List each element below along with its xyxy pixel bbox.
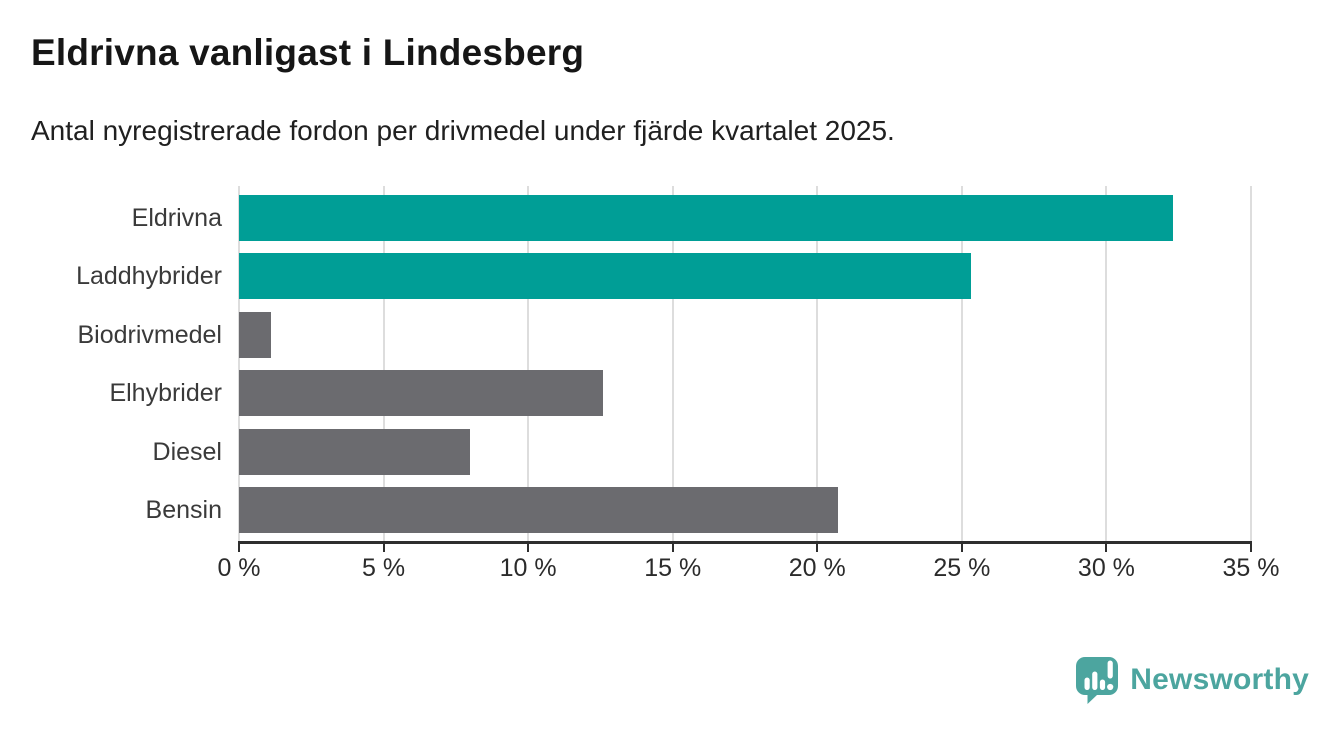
gridline	[816, 186, 819, 541]
category-label-elhybrider: Elhybrider	[109, 379, 222, 408]
newsworthy-wordmark: Newsworthy	[1130, 663, 1309, 696]
gridline	[527, 186, 530, 541]
x-axis-tick-label: 20 %	[788, 554, 846, 582]
x-axis-tick-mark	[1105, 543, 1108, 552]
x-axis-tick-label: 5 %	[362, 554, 406, 582]
category-label-biodrivmedel: Biodrivmedel	[77, 320, 222, 349]
chart-title: Eldrivna vanligast i Lindesberg	[31, 32, 585, 73]
plot-area	[238, 186, 1252, 541]
chart-subtitle: Antal nyregistrerade fordon per drivmede…	[31, 115, 895, 146]
bar-elhybrider	[239, 370, 604, 417]
x-axis-tick-label: 35 %	[1222, 554, 1280, 582]
gridline	[1105, 186, 1108, 541]
x-axis-tick-mark	[960, 543, 963, 552]
category-label-eldrivna: Eldrivna	[131, 204, 222, 232]
x-axis-line	[238, 541, 1252, 544]
bar-laddhybrider	[239, 253, 971, 300]
gridline	[238, 186, 240, 541]
gridline	[1250, 186, 1252, 541]
x-axis-tick-label: 25 %	[933, 554, 991, 582]
bar-eldrivna	[239, 195, 1173, 241]
bar-bensin	[239, 487, 838, 533]
x-axis-tick-label: 10 %	[499, 554, 557, 582]
x-axis-tick-mark	[382, 543, 385, 552]
x-axis-tick-label: 15 %	[644, 554, 702, 582]
category-label-diesel: Diesel	[152, 437, 222, 466]
x-axis-tick-label: 0 %	[217, 554, 261, 582]
y-axis-category-labels: Eldrivna Laddhybrider Biodrivmedel Elhybrid…	[0, 186, 222, 541]
x-axis-tick-mark	[238, 543, 240, 552]
x-axis-tick-mark	[671, 543, 674, 552]
newsworthy-logo[interactable]: Newsworthy	[1075, 656, 1309, 704]
gridline	[960, 186, 963, 541]
x-axis-tick-mark	[816, 543, 819, 552]
bar-biodrivmedel	[239, 311, 271, 358]
x-axis-tick-mark	[527, 543, 530, 552]
category-label-bensin: Bensin	[145, 496, 222, 524]
gridline	[382, 186, 385, 541]
gridline	[671, 186, 674, 541]
newsworthy-badge-icon	[1076, 657, 1119, 704]
x-axis-tick-mark	[1250, 543, 1252, 552]
x-axis-tick-label: 30 %	[1077, 554, 1135, 582]
bar-diesel	[239, 428, 471, 475]
category-label-laddhybrider: Laddhybrider	[76, 262, 222, 291]
